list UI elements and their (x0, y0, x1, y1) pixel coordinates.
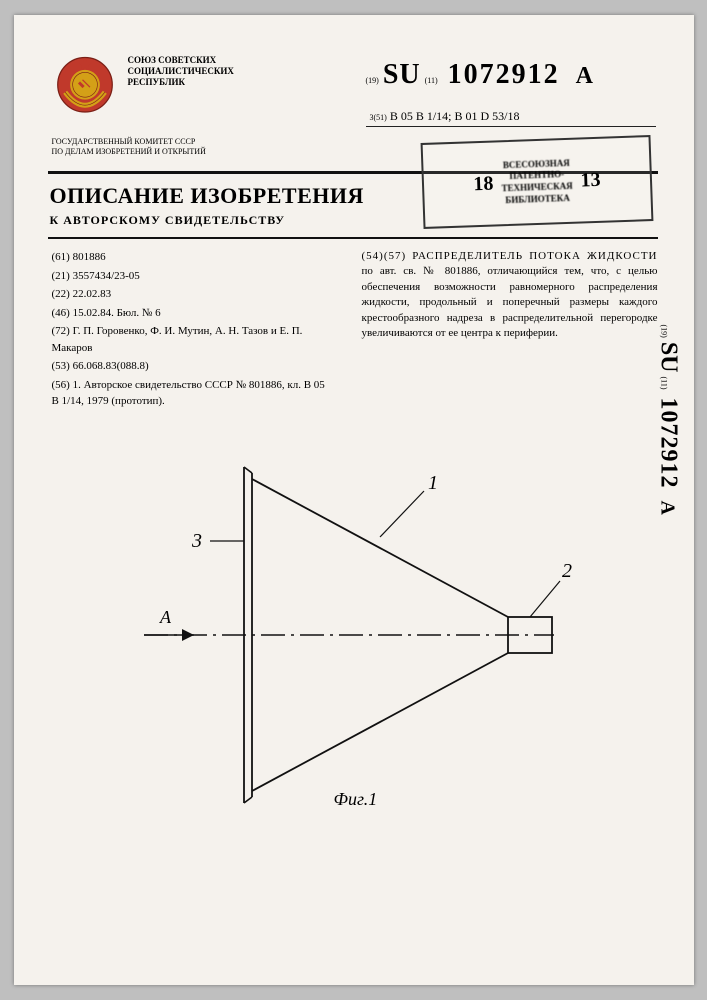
committee-line: ГОСУДАРСТВЕННЫЙ КОМИТЕТ СССР (52, 137, 206, 147)
committee-line: ПО ДЕЛАМ ИЗОБРЕТЕНИЙ И ОТКРЫТИЙ (52, 147, 206, 157)
field-code: (11) (660, 377, 669, 390)
kind-code: A (564, 63, 593, 90)
org-line: СОЦИАЛИСТИЧЕСКИХ (128, 66, 234, 77)
state-emblem-icon (54, 55, 116, 117)
country-code: SU (655, 342, 682, 373)
library-stamp: 18 ВСЕСОЮЗНАЯ ПАТЕНТНО- ТЕХНИЧЕСКАЯ БИБЛ… (420, 135, 653, 229)
biblio-field: (72) Г. П. Горовенко, Ф. И. Мутин, А. Н.… (52, 323, 332, 356)
biblio-field: (22) 22.02.83 (52, 286, 332, 303)
ipc-classification: 3(51) B 05 B 1/14; B 01 D 53/18 (366, 109, 656, 127)
doc-title: ОПИСАНИЕ ИЗОБРЕТЕНИЯ (50, 183, 364, 209)
ipc-codes: B 05 B 1/14; B 01 D 53/18 (390, 109, 520, 123)
svg-text:2: 2 (562, 560, 572, 582)
svg-text:A: A (159, 607, 172, 627)
field-code: 3(51) (370, 113, 387, 122)
bibliographic-data: (61) 801886 (21) 3557434/23-05 (22) 22.0… (52, 249, 332, 412)
org-name: СОЮЗ СОВЕТСКИХ СОЦИАЛИСТИЧЕСКИХ РЕСПУБЛИ… (128, 55, 234, 87)
svg-text:1: 1 (428, 472, 438, 494)
abstract: (54)(57) РАСПРЕДЕЛИТЕЛЬ ПОТОКА ЖИДКОСТИ … (362, 249, 658, 341)
patent-page: СОЮЗ СОВЕТСКИХ СОЦИАЛИСТИЧЕСКИХ РЕСПУБЛИ… (14, 15, 694, 985)
committee-name: ГОСУДАРСТВЕННЫЙ КОМИТЕТ СССР ПО ДЕЛАМ ИЗ… (52, 137, 206, 158)
doc-subtitle: К АВТОРСКОМУ СВИДЕТЕЛЬСТВУ (50, 213, 286, 228)
abstract-body: по авт. св. № 801886, отличающийся тем, … (362, 265, 658, 339)
figure-1: A 1 2 3 (124, 445, 604, 825)
kind-code: A (656, 493, 679, 515)
org-line: СОЮЗ СОВЕТСКИХ (128, 55, 234, 66)
org-line: РЕСПУБЛИК (128, 77, 234, 88)
figure-caption: Фиг.1 (334, 789, 378, 810)
doc-number: 1072912 (442, 59, 560, 91)
stamp-text: ВСЕСОЮЗНАЯ ПАТЕНТНО- ТЕХНИЧЕСКАЯ БИБЛИОТ… (500, 157, 573, 206)
country-code: SU (383, 59, 421, 91)
doc-number: 1072912 (655, 394, 682, 489)
field-code: (19) (660, 325, 669, 338)
abstract-head: (54)(57) РАСПРЕДЕЛИТЕЛЬ ПОТОКА ЖИДКОСТИ (362, 250, 658, 262)
biblio-field: (46) 15.02.84. Бюл. № 6 (52, 305, 332, 322)
field-code: (19) (366, 76, 379, 85)
biblio-field: (21) 3557434/23-05 (52, 268, 332, 285)
side-publication-code: (19) SU (11) 1072912 A (655, 325, 682, 516)
stamp-num-left: 18 (473, 172, 494, 196)
divider (48, 237, 658, 239)
biblio-field: (53) 66.068.83(088.8) (52, 358, 332, 375)
header: СОЮЗ СОВЕТСКИХ СОЦИАЛИСТИЧЕСКИХ РЕСПУБЛИ… (54, 55, 234, 117)
field-code: (11) (425, 76, 438, 85)
biblio-field: (61) 801886 (52, 249, 332, 266)
svg-text:3: 3 (191, 530, 202, 552)
stamp-num-right: 13 (580, 168, 601, 192)
publication-number: (19) SU (11) 1072912 A (366, 59, 594, 91)
biblio-field: (56) 1. Авторское свидетельство СССР № 8… (52, 377, 332, 410)
